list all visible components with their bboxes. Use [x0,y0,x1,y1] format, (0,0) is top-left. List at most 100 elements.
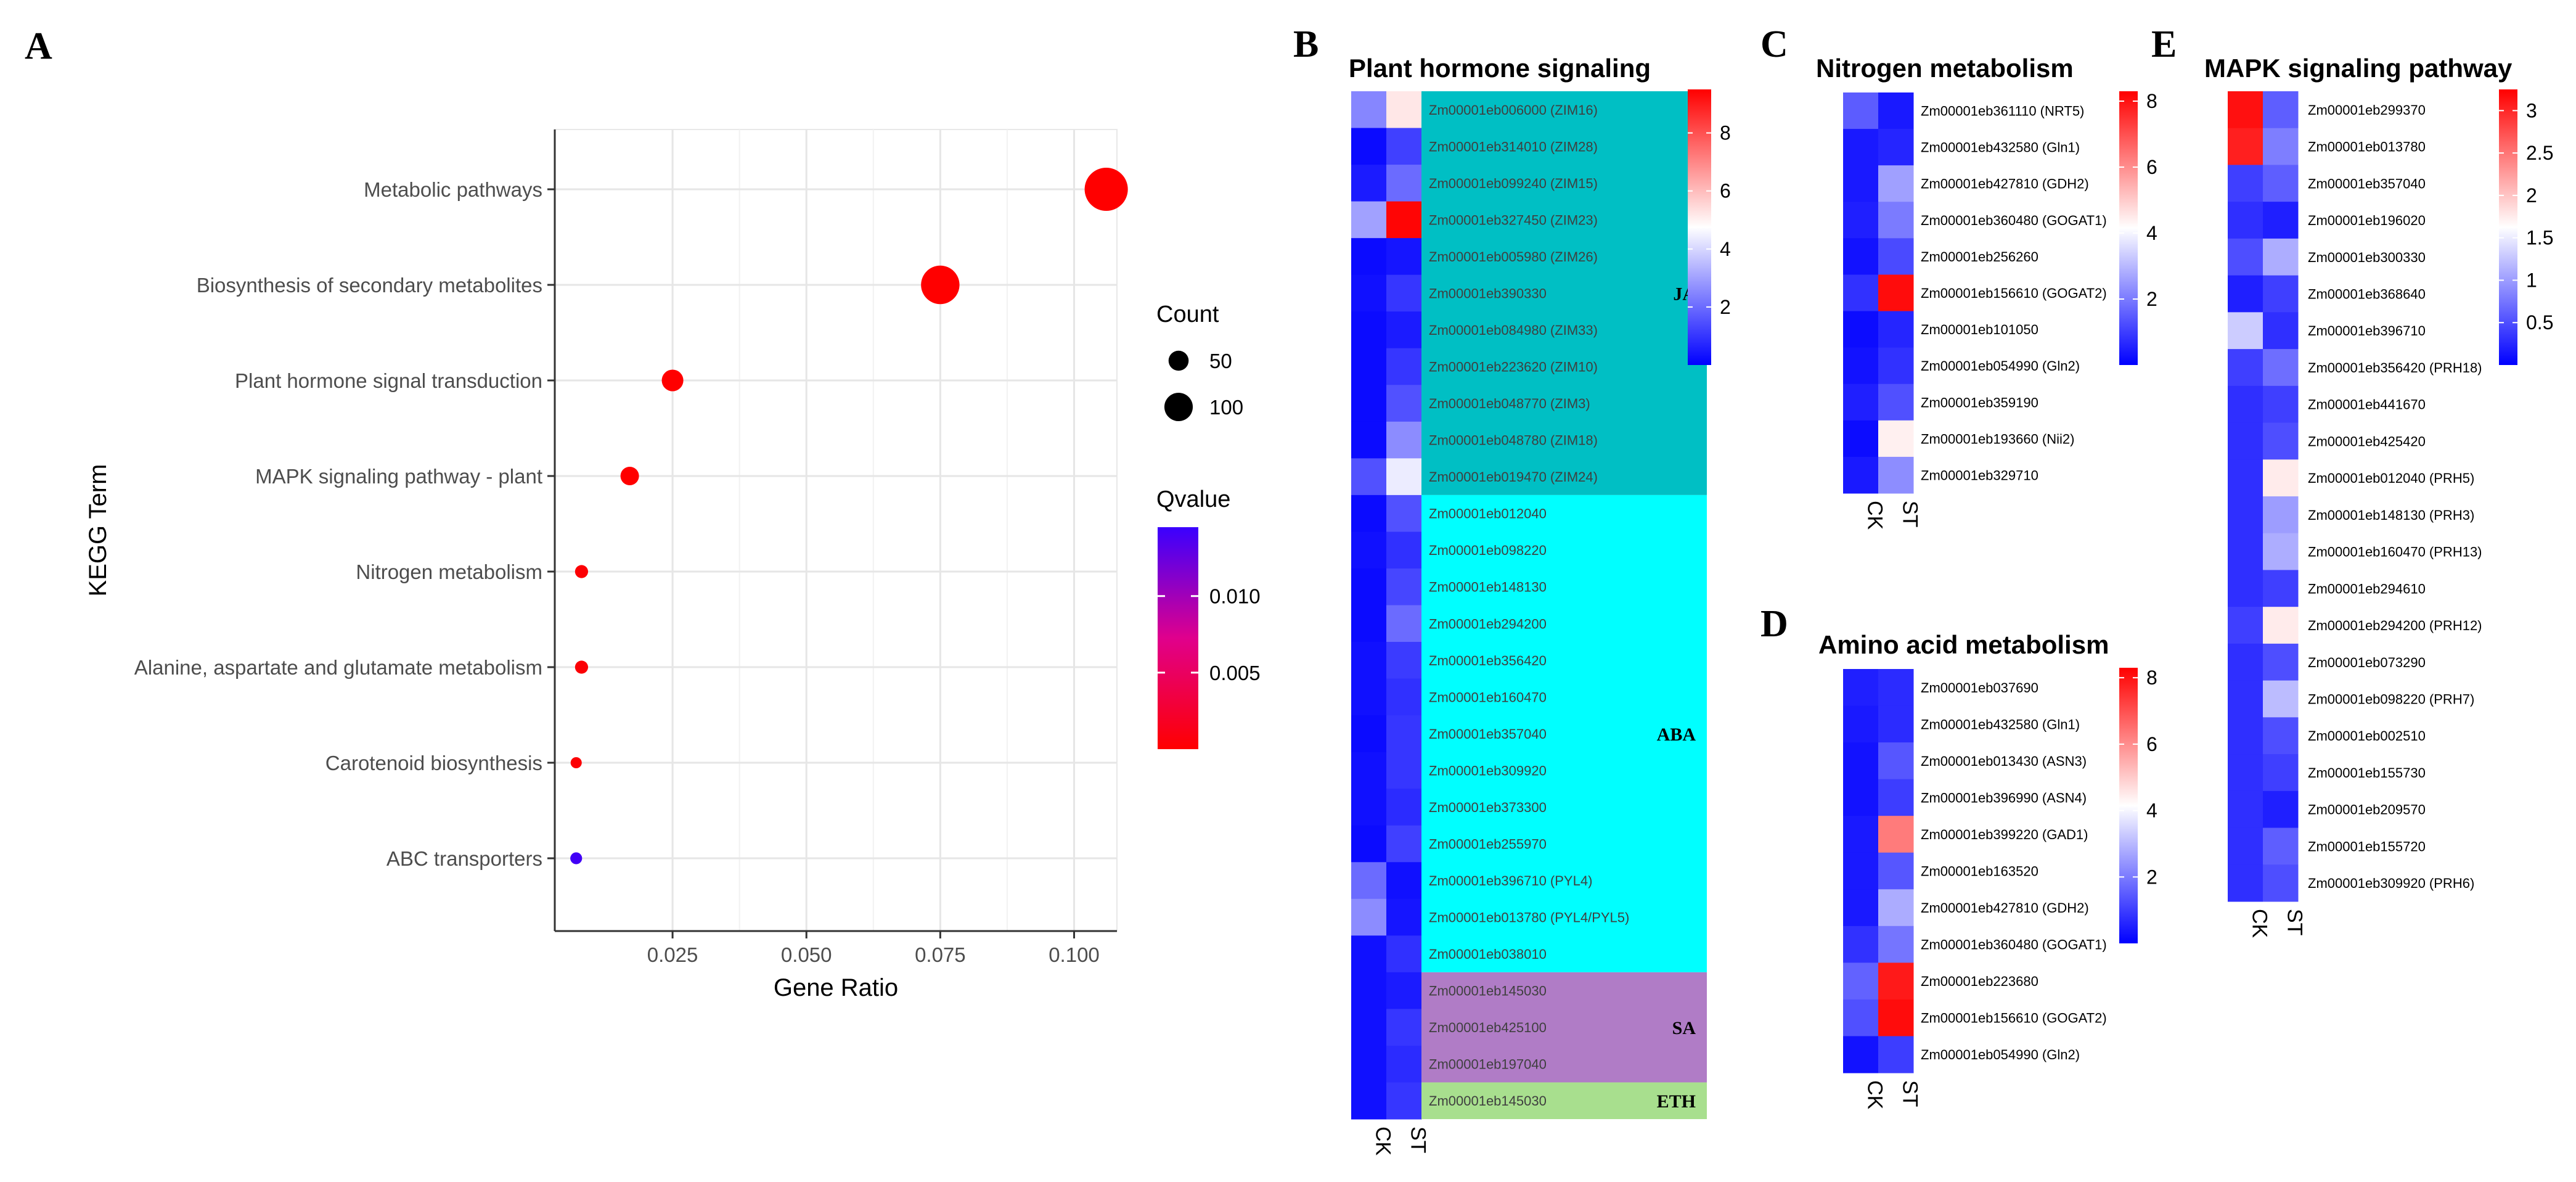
heatmap-cell [1878,165,1914,202]
heatmap-cell [1351,1082,1387,1120]
heatmap-cell [1386,238,1422,276]
row-label: Zm00001eb356420 (PRH18) [2308,360,2482,376]
heatmap-cell [1386,935,1422,973]
heatmap-cell [2263,754,2299,792]
row-label: Zm00001eb013430 (ASN3) [1921,753,2087,769]
row-label: Zm00001eb099240 (ZIM15) [1429,176,1598,191]
y-tick-label: Metabolic pathways [364,178,542,201]
row-label: Zm00001eb196020 [2308,213,2426,228]
heatmap-cell [1843,889,1879,927]
heatmap-cell [1351,789,1387,826]
y-tick-label: Biosynthesis of secondary metabolites [197,274,542,297]
colorbar [2119,668,2138,943]
heatmap-cell [2228,717,2263,755]
row-label: Zm00001eb145030 [1429,1093,1547,1109]
row-label: Zm00001eb294610 [2308,581,2426,596]
data-point [620,466,639,486]
heatmap-cell [1386,642,1422,679]
heatmap-cell [1351,421,1387,459]
heatmap-cell [1386,1082,1422,1120]
heatmap-cell [1843,816,1879,853]
heatmap-cell [1843,1036,1879,1073]
heatmap-cell [1386,274,1422,312]
heatmap-cell [2228,385,2263,424]
heatmap-cell [1351,605,1387,642]
colorbar [2119,91,2138,365]
heatmap-cell [1351,935,1387,973]
row-label: Zm00001eb300330 [2308,250,2426,265]
panel-e: E MAPK signaling pathway Zm00001eb299370 Zm… [2151,23,2553,938]
row-label: Zm00001eb441670 [2308,397,2426,412]
row-label: Zm00001eb048780 (ZIM18) [1429,433,1598,448]
heatmap-cell [2263,165,2299,202]
row-label: Zm00001eb002510 [2308,728,2426,744]
group-band [1421,972,1707,1083]
heatmap-cell [1843,129,1879,166]
heatmap-cell [2228,607,2263,644]
row-label: Zm00001eb294200 (PRH12) [2308,618,2482,633]
row-label: Zm00001eb390330 [1429,285,1547,301]
heatmap-cell [1878,705,1914,743]
row-label: Zm00001eb327450 (ZIM23) [1429,212,1598,228]
row-label: Zm00001eb013780 (PYL4/PYL5) [1429,910,1629,925]
heatmap-title: Amino acid metabolism [1818,630,2109,659]
row-label: Zm00001eb163520 [1921,864,2038,879]
colorbar-label: 6 [1720,180,1731,202]
y-tick-label: Plant hormone signal transduction [235,369,542,392]
panel-letter: B [1293,23,1319,65]
heatmap-cell [1386,752,1422,789]
heatmap-cell [1843,779,1879,816]
colorbar-label: 2 [2526,184,2537,207]
data-point [570,757,582,769]
row-label: Zm00001eb256260 [1921,249,2038,265]
row-label: Zm00001eb396710 (PYL4) [1429,873,1592,889]
row-label: Zm00001eb314010 (ZIM28) [1429,139,1598,154]
row-label: Zm00001eb299370 [2308,102,2426,118]
heatmap-cell [2228,238,2263,276]
row-label: Zm00001eb255970 [1429,836,1547,852]
data-point [661,369,684,392]
heatmap-cell [1351,348,1387,385]
colorbar-label: 1 [2526,269,2537,291]
heatmap-cell [1878,779,1914,816]
colorbar-label: 6 [2146,156,2157,178]
heatmap-cell [1386,91,1422,129]
panel-c: C Nitrogen metabolism Zm00001eb361110 (NRT… [1760,23,2157,530]
heatmap-cell [2263,312,2299,350]
colorbar-label: 8 [1720,122,1731,144]
y-axis-title: KEGG Term [84,464,112,597]
heatmap-cell [2263,790,2299,829]
heatmap-cell [1386,165,1422,202]
heatmap-cell [1878,962,1914,1000]
heatmap-cell [1351,972,1387,1009]
panel-a: A Metabolic pathways Biosynthesis of secon… [25,25,1261,1001]
heatmap-cell [1843,165,1879,202]
heatmap-cell [2228,533,2263,570]
row-label: Zm00001eb427810 (GDH2) [1921,900,2089,916]
row-label: Zm00001eb209570 [2308,802,2426,818]
heatmap-cell [1386,715,1422,753]
row-label: Zm00001eb054990 (Gln2) [1921,358,2080,374]
group-band [1421,91,1707,495]
heatmap-cell [2228,790,2263,829]
heatmap-title: Nitrogen metabolism [1816,54,2074,83]
color-legend-bar [1158,527,1198,749]
heatmap-cell [1386,1009,1422,1046]
colorbar [1688,89,1711,365]
heatmap-cell [2263,385,2299,424]
data-point [1084,167,1128,211]
group-label: SA [1672,1018,1696,1038]
row-label: Zm00001eb012040 [1429,506,1547,522]
heatmap-cell [1843,742,1879,780]
y-tick-label: Alanine, aspartate and glutamate metabol… [134,656,542,679]
colorbar [2499,89,2517,365]
data-point [570,852,583,864]
heatmap-cell [1386,1045,1422,1083]
colorbar-label: 2 [1720,296,1731,318]
heatmap-cell [1386,385,1422,422]
size-legend-dot [1164,392,1193,422]
heatmap-cell [1386,862,1422,900]
heatmap-cell [1878,420,1914,458]
